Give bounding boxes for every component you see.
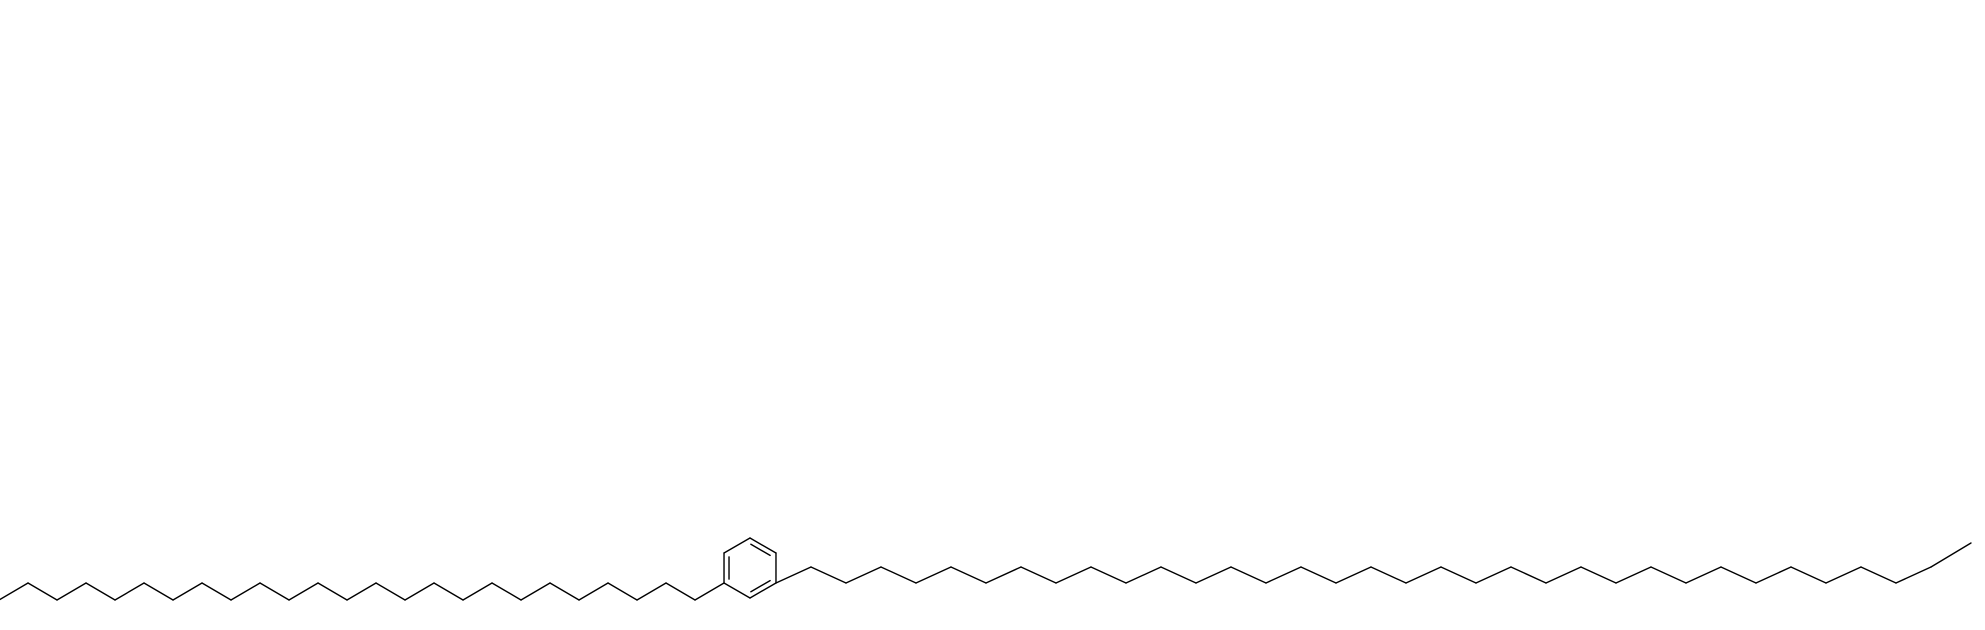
left-chain-bond [115,583,144,600]
left-chain-bond [260,583,289,600]
right-chain-bond [1371,567,1406,583]
left-chain-bond [376,583,405,600]
right-chain-bond [1616,567,1651,583]
right-chain-bond [1231,567,1266,583]
right-chain-tail-bond [1931,543,1971,567]
left-chain-bond [579,583,608,600]
right-chain-bond [1406,567,1441,583]
right-chain-bond [1721,567,1756,583]
left-chain-bond [28,583,57,600]
right-chain-bond [951,567,986,583]
left-chain-bond [202,583,231,600]
left-chain-bond [434,583,463,600]
right-chain-bond [1301,567,1336,583]
left-chain-bond [463,583,492,600]
right-chain-bond [1826,567,1861,583]
ring-inner-bond [751,544,770,555]
right-chain-bond [1441,567,1476,583]
right-chain-bond [1021,567,1056,583]
right-chain-bond [986,567,1021,583]
ring-bond [724,538,750,553]
left-chain-bond [318,583,347,600]
left-chain-bond [695,583,724,600]
right-chain-bond [846,567,881,583]
right-chain-bond [1581,567,1616,583]
right-chain-bond [881,567,916,583]
right-chain-bond [1196,567,1231,583]
left-chain-bond [666,583,695,600]
right-chain-bond [1896,567,1931,583]
molecule-diagram [0,0,1985,630]
right-chain-bond [811,567,846,583]
left-chain-bond [521,583,550,600]
ring-bond [724,583,750,598]
right-chain-bond [1336,567,1371,583]
left-chain-bond [173,583,202,600]
right-chain-bond [1511,567,1546,583]
left-chain-bond [289,583,318,600]
left-chain-bond [347,583,376,600]
right-chain-bond [1091,567,1126,583]
right-chain-bond [1126,567,1161,583]
left-chain-bond [144,583,173,600]
right-chain-bond [1546,567,1581,583]
right-chain-bond [1791,567,1826,583]
left-chain-bond [86,583,115,600]
left-chain-bond [405,583,434,600]
right-chain-bond [1161,567,1196,583]
left-chain-bond [550,583,579,600]
left-chain-bond [0,583,28,600]
right-chain-bond [1476,567,1511,583]
left-chain-bond [57,583,86,600]
right-chain-bond [1056,567,1091,583]
right-chain-bond [1686,567,1721,583]
ring-inner-bond [751,581,770,592]
right-chain-bond [916,567,951,583]
left-chain-bond [608,583,637,600]
right-chain-bond [1651,567,1686,583]
left-chain-bond [637,583,666,600]
left-chain-bond [492,583,521,600]
right-chain-bond [1756,567,1791,583]
right-chain-bond [1861,567,1896,583]
right-chain-bond [1266,567,1301,583]
right-chain-bond [776,567,811,583]
left-chain-bond [231,583,260,600]
